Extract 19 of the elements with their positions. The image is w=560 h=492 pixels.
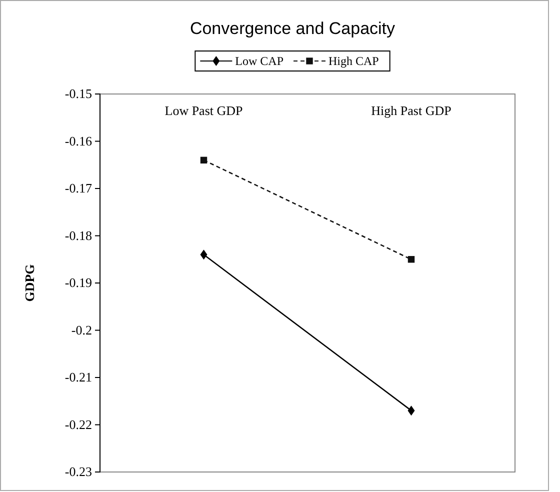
- y-tick-label: -0.2: [71, 322, 92, 338]
- y-tick-label: -0.22: [64, 416, 92, 432]
- y-tick-label: -0.23: [64, 464, 92, 480]
- point: [408, 256, 415, 263]
- y-tick-label: -0.16: [64, 133, 92, 148]
- point: [200, 250, 208, 260]
- legend-label: High CAP: [328, 54, 380, 68]
- y-axis-title: GDPG: [22, 264, 37, 302]
- y-tick-label: -0.17: [64, 180, 92, 196]
- point: [200, 156, 208, 164]
- y-tick-label: -0.19: [64, 275, 92, 290]
- y-tick-label: -0.21: [64, 370, 92, 385]
- y-tick-label: -0.15: [64, 86, 92, 102]
- x-tick-label: Low Past GDP: [164, 103, 243, 118]
- x-tick-label: High Past GDP: [371, 103, 452, 118]
- y-tick-label: -0.18: [64, 228, 92, 243]
- chart-title: Convergence and Capacity: [190, 19, 396, 38]
- legend-label: Low CAP: [235, 54, 284, 68]
- point: [408, 406, 415, 416]
